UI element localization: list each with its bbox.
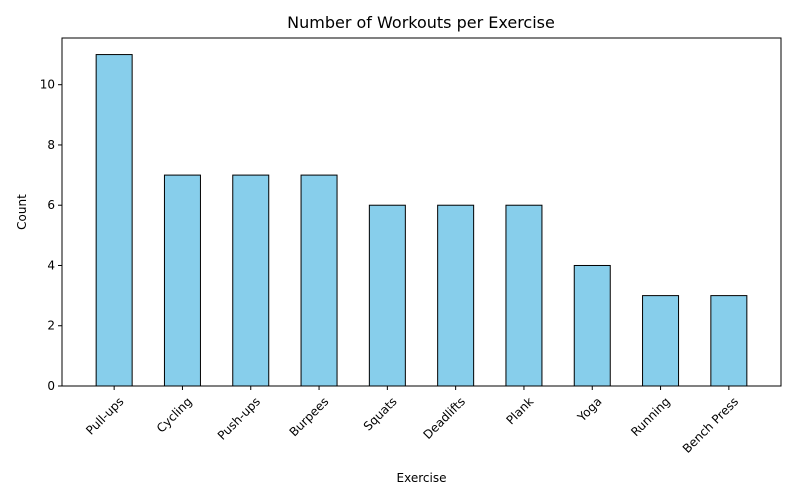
y-tick-label: 0 xyxy=(47,379,55,393)
y-tick-label: 8 xyxy=(47,138,55,152)
x-tick-label: Cycling xyxy=(154,394,195,435)
y-axis-ticks: 0 2 4 6 8 10 xyxy=(40,78,62,393)
x-axis-ticks: Pull-ups Cycling Push-ups Burpees Squats Dead… xyxy=(83,386,741,456)
bar-running xyxy=(642,295,680,387)
x-tick-label: Yoga xyxy=(574,394,604,424)
x-tick-label: Pull-ups xyxy=(83,394,126,437)
x-tick-label: Squats xyxy=(361,394,400,433)
bar-pull-ups xyxy=(95,54,133,387)
plot-area: 0 2 4 6 8 10 Pull-ups Cycling Push-ups Burpees Sq… xyxy=(40,37,782,456)
bar-push-ups xyxy=(232,174,270,387)
bar-plank xyxy=(505,204,543,387)
x-axis-label: Exercise xyxy=(397,471,447,485)
x-tick-label: Deadlifts xyxy=(420,394,468,442)
bar-yoga xyxy=(573,264,611,387)
bars-group xyxy=(95,54,748,387)
y-tick-label: 6 xyxy=(47,198,55,212)
bar-bench-press xyxy=(710,295,748,387)
bar-deadlifts xyxy=(437,204,475,387)
bar-squats xyxy=(368,204,406,387)
x-tick-label: Bench Press xyxy=(680,394,741,455)
axes-frame xyxy=(61,37,782,387)
bar-cycling xyxy=(163,174,201,387)
y-tick-label: 2 xyxy=(47,319,55,333)
x-tick-label: Running xyxy=(628,394,673,439)
x-tick-label: Push-ups xyxy=(215,394,263,442)
bar-burpees xyxy=(300,174,338,387)
y-axis-label: Count xyxy=(15,194,29,230)
y-tick-label: 4 xyxy=(47,258,55,272)
x-tick-label: Plank xyxy=(503,394,536,427)
y-tick-label: 10 xyxy=(40,78,55,92)
x-tick-label: Burpees xyxy=(287,394,332,439)
chart-title: Number of Workouts per Exercise xyxy=(287,13,555,32)
